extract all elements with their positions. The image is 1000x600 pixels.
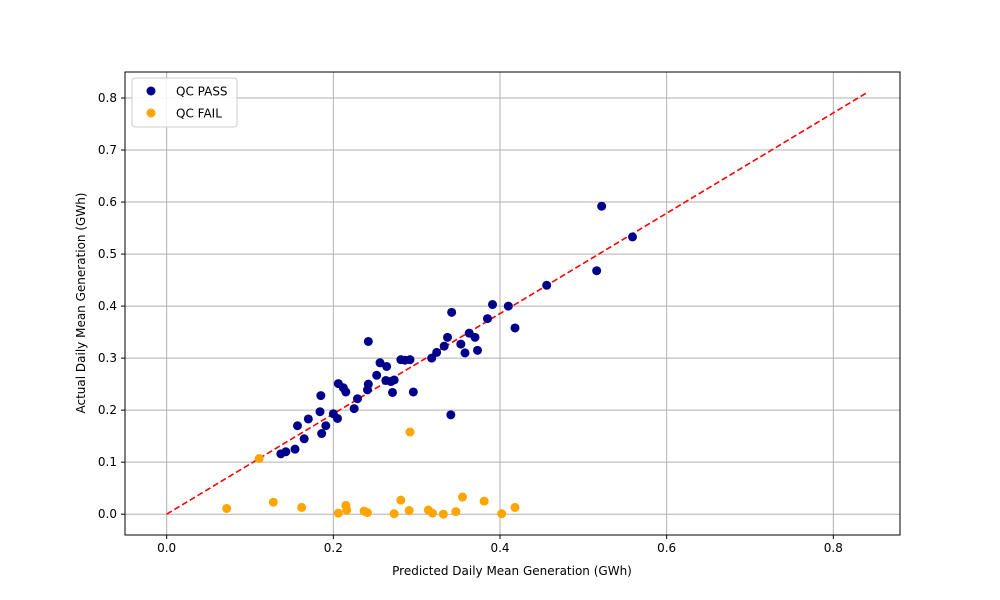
point-qc-fail (428, 508, 437, 518)
y-tick-label: 0.8 (98, 91, 117, 105)
point-qc-fail (268, 497, 278, 507)
y-tick-label: 0.5 (98, 247, 117, 261)
point-qc-fail (254, 454, 264, 464)
y-tick-label: 0.4 (98, 299, 117, 313)
point-qc-fail (342, 505, 352, 515)
point-qc-pass (446, 410, 456, 420)
point-qc-pass (363, 379, 373, 389)
y-tick-label: 0.0 (98, 507, 117, 521)
point-qc-pass (456, 339, 466, 349)
point-qc-pass (488, 300, 497, 310)
point-qc-pass (321, 421, 331, 431)
x-tick-label: 0.2 (324, 541, 343, 555)
point-qc-pass (315, 407, 325, 417)
reference-line-layer (166, 92, 868, 515)
data-points (222, 201, 637, 519)
y-tick-label: 0.1 (98, 455, 117, 469)
point-qc-pass (443, 332, 452, 342)
y-tick-label: 0.7 (98, 143, 117, 157)
y-tick-label: 0.6 (98, 195, 117, 209)
point-qc-pass (470, 332, 480, 342)
point-qc-fail (363, 508, 372, 518)
x-tick-label: 0.0 (157, 541, 176, 555)
point-qc-pass (353, 394, 362, 404)
point-qc-fail (333, 508, 343, 518)
x-tick-label: 0.4 (490, 541, 509, 555)
point-qc-fail (458, 492, 467, 502)
point-qc-pass (316, 391, 326, 401)
legend: QC PASS QC FAIL (131, 77, 238, 128)
point-qc-pass (473, 345, 482, 355)
point-qc-pass (303, 414, 313, 424)
legend-label-qc-pass: QC PASS (176, 85, 228, 99)
point-qc-pass (408, 387, 418, 397)
point-qc-pass (460, 348, 470, 358)
point-qc-pass (432, 347, 442, 357)
legend-marker-qc-pass (146, 86, 156, 96)
point-qc-pass (388, 387, 397, 397)
y-tick-label: 0.3 (98, 351, 117, 365)
point-qc-pass (592, 266, 602, 276)
point-qc-pass (375, 358, 385, 368)
point-qc-pass (382, 361, 392, 371)
y-axis-label: Actual Daily Mean Generation (GWh) (74, 193, 88, 414)
point-qc-pass (372, 370, 382, 380)
point-qc-pass (299, 434, 309, 444)
x-axis-label: Predicted Daily Mean Generation (GWh) (392, 564, 632, 578)
point-qc-fail (389, 509, 399, 519)
point-qc-fail (451, 507, 461, 517)
reference-line (166, 92, 868, 515)
point-qc-fail (404, 506, 414, 516)
point-qc-pass (317, 429, 327, 439)
x-tick-label: 0.6 (657, 541, 676, 555)
point-qc-pass (281, 447, 291, 457)
point-qc-pass (363, 336, 373, 346)
legend-marker-qc-fail (146, 108, 156, 118)
point-qc-fail (479, 496, 489, 506)
plot-frame (124, 71, 901, 536)
x-tick-label: 0.8 (824, 541, 843, 555)
legend-box (131, 77, 238, 128)
point-qc-pass (597, 201, 607, 211)
point-qc-pass (483, 314, 492, 324)
point-qc-fail (405, 427, 415, 437)
point-qc-fail (497, 509, 507, 519)
point-qc-pass (439, 341, 449, 351)
point-qc-fail (297, 502, 307, 512)
point-qc-fail (222, 503, 232, 513)
point-qc-fail (396, 495, 406, 505)
legend-label-qc-fail: QC FAIL (176, 107, 222, 121)
point-qc-pass (510, 323, 520, 333)
point-qc-pass (542, 280, 552, 290)
point-qc-pass (290, 444, 300, 454)
point-qc-pass (293, 421, 302, 431)
point-qc-pass (349, 404, 359, 414)
point-qc-pass (628, 232, 637, 242)
point-qc-pass (503, 301, 513, 311)
point-qc-pass (333, 413, 342, 423)
axis-ticks: 0.0 0.2 0.4 0.6 0.8 0.0 0.1 0.2 0.3 0.4 0.5 0.6 0.7 0… (98, 91, 843, 555)
point-qc-pass (341, 387, 351, 397)
point-qc-pass (405, 355, 415, 365)
point-qc-pass (447, 307, 457, 317)
point-qc-fail (510, 502, 520, 512)
y-tick-label: 0.2 (98, 403, 117, 417)
point-qc-fail (438, 509, 448, 519)
point-qc-pass (389, 375, 399, 385)
